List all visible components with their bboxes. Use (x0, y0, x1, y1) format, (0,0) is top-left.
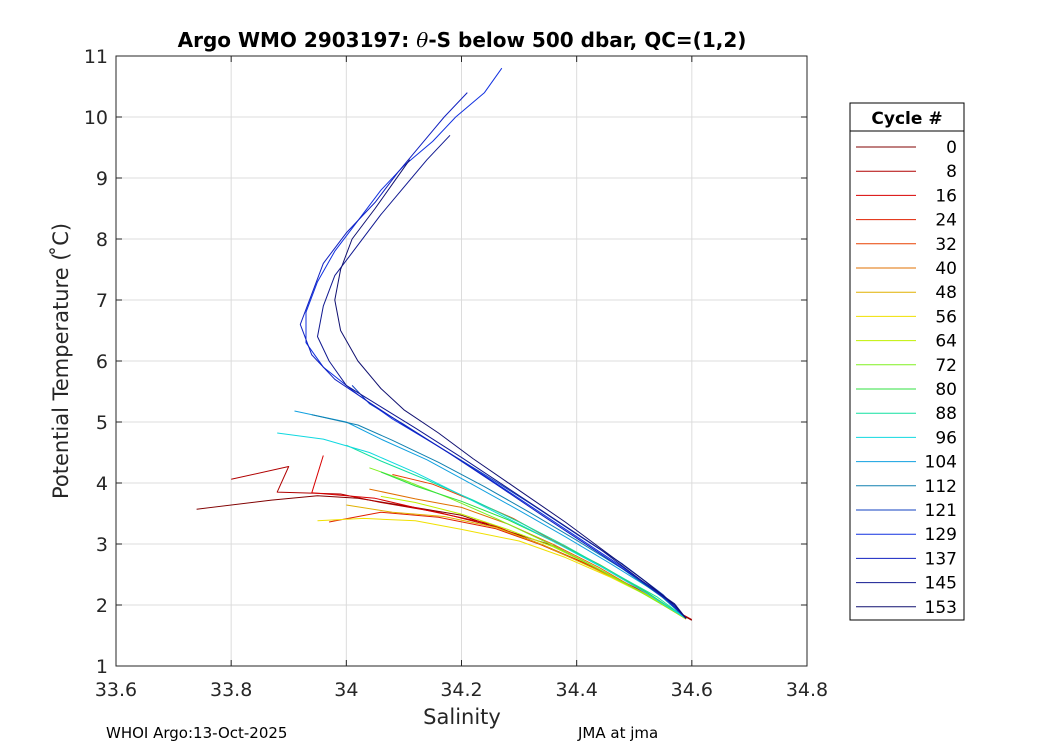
y-tick-label: 8 (96, 229, 108, 251)
y-tick-label: 3 (96, 534, 108, 556)
y-tick-label: 1 (96, 656, 108, 678)
legend-title: Cycle # (871, 109, 942, 129)
series-line (299, 92, 687, 619)
x-tick-label: 34.6 (671, 679, 713, 701)
legend-label: 40 (935, 259, 957, 279)
footer-source: WHOI Argo:13-Oct-2025 (106, 724, 288, 742)
series-line (346, 504, 687, 620)
legend-label: 80 (935, 380, 957, 400)
y-tick-label: 2 (96, 595, 108, 617)
legend: Cycle # 0 8 16 24 32 40 48 56 64 72 80 88 96 104 112 12… (849, 102, 965, 621)
x-tick-label: 33.6 (95, 679, 137, 701)
series-line (294, 410, 687, 619)
footer-credit: JMA at jma (578, 724, 659, 742)
series-line (334, 159, 687, 619)
y-tick-label: 6 (96, 351, 108, 373)
legend-label: 8 (946, 162, 957, 182)
series-line (317, 517, 687, 620)
legend-label: 104 (925, 453, 957, 473)
legend-label: 16 (935, 186, 957, 206)
y-tick-label: 7 (96, 290, 108, 312)
legend-label: 145 (925, 574, 957, 594)
series-line (317, 134, 687, 619)
grid (115, 55, 808, 667)
legend-label: 153 (925, 598, 957, 618)
x-axis-label: Salinity (423, 705, 501, 729)
legend-label: 112 (925, 477, 957, 497)
legend-label: 121 (925, 501, 957, 521)
series-line (380, 471, 687, 619)
legend-label: 72 (935, 356, 957, 376)
chart-title: Argo WMO 2903197: θ-S below 500 dbar, QC… (178, 28, 747, 52)
x-tick-label: 34.2 (440, 679, 482, 701)
series-line (329, 511, 687, 620)
y-tick-label: 4 (96, 473, 108, 495)
legend-label: 129 (925, 525, 957, 545)
x-tick-label: 33.8 (210, 679, 252, 701)
legend-label: 64 (935, 332, 957, 352)
y-tick-label: 11 (84, 46, 108, 68)
legend-label: 96 (935, 428, 957, 448)
legend-label: 137 (925, 549, 957, 569)
series-line (392, 474, 687, 619)
legend-label: 48 (935, 283, 957, 303)
x-tick-label: 34.4 (556, 679, 598, 701)
legend-label: 88 (935, 404, 957, 424)
legend-label: 0 (946, 138, 957, 158)
series-line (277, 432, 687, 619)
data-series (196, 67, 693, 621)
y-tick-label: 10 (84, 107, 108, 129)
x-tick-label: 34.8 (786, 679, 828, 701)
y-tick-label: 5 (96, 412, 108, 434)
legend-label: 24 (935, 211, 957, 231)
series-line (311, 414, 687, 619)
y-tick-label: 9 (96, 168, 108, 190)
legend-label: 56 (935, 307, 957, 327)
x-tick-label: 34 (334, 679, 358, 701)
series-line (305, 67, 687, 619)
legend-label: 32 (935, 235, 957, 255)
series-line (346, 444, 687, 619)
y-axis-label: Potential Temperature ( ̊C) (49, 223, 73, 499)
series-line (369, 467, 687, 619)
